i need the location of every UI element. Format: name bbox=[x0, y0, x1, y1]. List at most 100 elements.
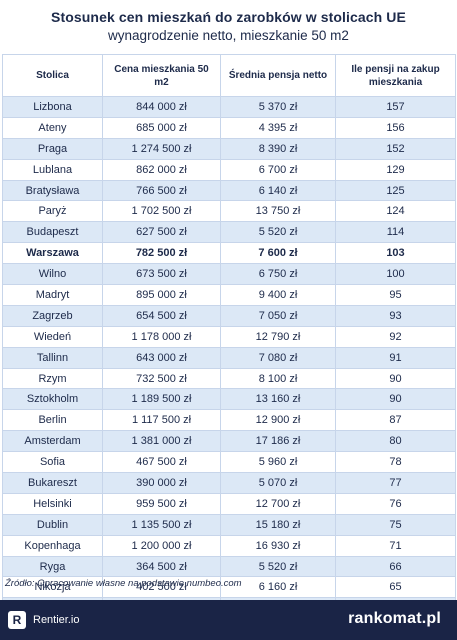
price-cell: 685 000 zł bbox=[102, 116, 221, 139]
salaries-needed-cell: 156 bbox=[335, 116, 456, 139]
city-cell: Nikozja bbox=[2, 576, 103, 599]
salaries-needed-cell: 90 bbox=[335, 388, 456, 411]
city-cell: Kopenhaga bbox=[2, 534, 103, 557]
salary-cell: 6 140 zł bbox=[220, 179, 336, 202]
city-cell: Budapeszt bbox=[2, 221, 103, 244]
table-row: Bratysława 766 500 zł 6 140 zł 125 bbox=[2, 179, 456, 202]
city-cell: Bukareszt bbox=[2, 472, 103, 494]
rentier-brand: R Rentier.io bbox=[8, 611, 79, 629]
table-row: Praga 1 274 500 zł 8 390 zł 152 bbox=[2, 137, 456, 160]
salary-cell: 9 400 zł bbox=[220, 284, 336, 306]
city-cell: Amsterdam bbox=[2, 430, 103, 453]
table-row: Paryż 1 702 500 zł 13 750 zł 124 bbox=[2, 200, 456, 223]
column-header-salaries-needed: Ile pensji na zakup mieszkania bbox=[335, 54, 456, 97]
table-row: Zagrzeb 654 500 zł 7 050 zł 93 bbox=[2, 304, 456, 327]
price-cell: 654 500 zł bbox=[102, 304, 221, 327]
table-row: Madryt 895 000 zł 9 400 zł 95 bbox=[2, 284, 456, 306]
salary-cell: 6 160 zł bbox=[220, 576, 336, 599]
city-cell: Madryt bbox=[2, 284, 103, 306]
price-cell: 1 381 000 zł bbox=[102, 430, 221, 453]
table-row: Amsterdam 1 381 000 zł 17 186 zł 80 bbox=[2, 430, 456, 453]
salaries-needed-cell: 90 bbox=[335, 367, 456, 390]
table-row: Bukareszt 390 000 zł 5 070 zł 77 bbox=[2, 472, 456, 494]
column-header-city: Stolica bbox=[2, 54, 103, 97]
salary-cell: 5 370 zł bbox=[220, 96, 336, 118]
price-cell: 1 702 500 zł bbox=[102, 200, 221, 223]
price-cell: 1 117 500 zł bbox=[102, 409, 221, 432]
salaries-needed-cell: 87 bbox=[335, 409, 456, 432]
salaries-needed-cell: 76 bbox=[335, 492, 456, 515]
table-body: Lizbona 844 000 zł 5 370 zł 157 Ateny 685 000… bbox=[2, 96, 456, 620]
city-cell: Sofia bbox=[2, 451, 103, 474]
city-cell: Tallinn bbox=[2, 346, 103, 369]
table-row: Tallinn 643 000 zł 7 080 zł 91 bbox=[2, 346, 456, 369]
table-row: Wilno 673 500 zł 6 750 zł 100 bbox=[2, 263, 456, 286]
table-row: Kopenhaga 1 200 000 zł 16 930 zł 71 bbox=[2, 534, 456, 557]
salary-cell: 8 390 zł bbox=[220, 137, 336, 160]
salaries-needed-cell: 157 bbox=[335, 96, 456, 118]
city-cell: Lizbona bbox=[2, 96, 103, 118]
salaries-needed-cell: 125 bbox=[335, 179, 456, 202]
rentier-logo-icon: R bbox=[8, 611, 26, 629]
price-cell: 1 200 000 zł bbox=[102, 534, 221, 557]
salary-cell: 5 960 zł bbox=[220, 451, 336, 474]
price-cell: 467 500 zł bbox=[102, 451, 221, 474]
page-subtitle: wynagrodzenie netto, mieszkanie 50 m2 bbox=[108, 28, 349, 43]
salary-cell: 12 900 zł bbox=[220, 409, 336, 432]
city-cell: Dublin bbox=[2, 513, 103, 536]
header: Stosunek cen mieszkań do zarobków w stol… bbox=[0, 0, 457, 52]
table-row: Helsinki 959 500 zł 12 700 zł 76 bbox=[2, 492, 456, 515]
salaries-needed-cell: 92 bbox=[335, 325, 456, 348]
salary-cell: 5 520 zł bbox=[220, 221, 336, 244]
column-header-salary: Średnia pensja netto bbox=[220, 54, 336, 97]
salary-cell: 5 520 zł bbox=[220, 555, 336, 578]
city-cell: Warszawa bbox=[2, 242, 103, 265]
salaries-needed-cell: 71 bbox=[335, 534, 456, 557]
salaries-needed-cell: 77 bbox=[335, 472, 456, 494]
rentier-name: Rentier.io bbox=[33, 614, 80, 626]
price-cell: 782 500 zł bbox=[102, 242, 221, 265]
city-cell: Paryż bbox=[2, 200, 103, 223]
table-row: Wiedeń 1 178 000 zł 12 790 zł 92 bbox=[2, 325, 456, 348]
price-cell: 402 500 zł bbox=[102, 576, 221, 599]
salaries-needed-cell: 80 bbox=[335, 430, 456, 453]
salaries-needed-cell: 95 bbox=[335, 284, 456, 306]
rankomat-logo: rankomat.pl bbox=[348, 610, 441, 627]
salary-cell: 12 790 zł bbox=[220, 325, 336, 348]
city-cell: Bratysława bbox=[2, 179, 103, 202]
salary-cell: 15 180 zł bbox=[220, 513, 336, 536]
salaries-needed-cell: 65 bbox=[335, 576, 456, 599]
table-row: Lizbona 844 000 zł 5 370 zł 157 bbox=[2, 96, 456, 118]
salary-cell: 4 395 zł bbox=[220, 116, 336, 139]
table-row: Berlin 1 117 500 zł 12 900 zł 87 bbox=[2, 409, 456, 432]
table-row: Sofia 467 500 zł 5 960 zł 78 bbox=[2, 451, 456, 474]
price-cell: 1 178 000 zł bbox=[102, 325, 221, 348]
city-cell: Lublana bbox=[2, 158, 103, 181]
salaries-needed-cell: 129 bbox=[335, 158, 456, 181]
price-cell: 732 500 zł bbox=[102, 367, 221, 390]
salaries-needed-cell: 93 bbox=[335, 304, 456, 327]
city-cell: Wilno bbox=[2, 263, 103, 286]
salary-cell: 13 750 zł bbox=[220, 200, 336, 223]
table-row: Sztokholm 1 189 500 zł 13 160 zł 90 bbox=[2, 388, 456, 411]
salary-cell: 6 750 zł bbox=[220, 263, 336, 286]
salaries-needed-cell: 78 bbox=[335, 451, 456, 474]
table-row: Warszawa 782 500 zł 7 600 zł 103 bbox=[2, 242, 456, 265]
table-header-row: Stolica Cena mieszkania 50 m2 Średnia pe… bbox=[2, 54, 456, 97]
table-row: Ateny 685 000 zł 4 395 zł 156 bbox=[2, 116, 456, 139]
footer: R Rentier.io rankomat.pl bbox=[0, 600, 457, 640]
price-cell: 1 189 500 zł bbox=[102, 388, 221, 411]
salary-cell: 12 700 zł bbox=[220, 492, 336, 515]
salary-cell: 7 600 zł bbox=[220, 242, 336, 265]
price-cell: 627 500 zł bbox=[102, 221, 221, 244]
salaries-needed-cell: 114 bbox=[335, 221, 456, 244]
price-cell: 959 500 zł bbox=[102, 492, 221, 515]
salary-cell: 6 700 zł bbox=[220, 158, 336, 181]
salary-cell: 16 930 zł bbox=[220, 534, 336, 557]
salary-cell: 5 070 zł bbox=[220, 472, 336, 494]
salaries-needed-cell: 66 bbox=[335, 555, 456, 578]
page-title: Stosunek cen mieszkań do zarobków w stol… bbox=[51, 9, 406, 25]
salaries-needed-cell: 103 bbox=[335, 242, 456, 265]
table-row: Ryga 364 500 zł 5 520 zł 66 bbox=[2, 555, 456, 578]
table-row: Budapeszt 627 500 zł 5 520 zł 114 bbox=[2, 221, 456, 244]
